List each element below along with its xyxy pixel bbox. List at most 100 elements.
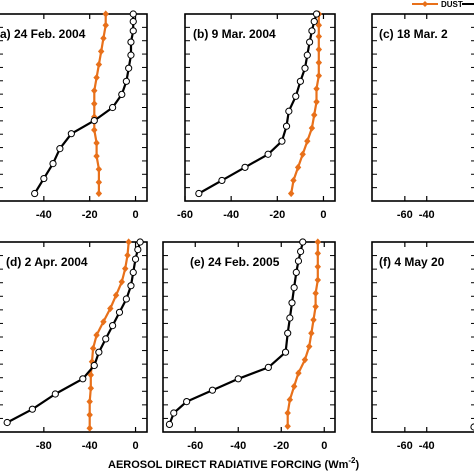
panel-e-total-point (165, 420, 174, 428)
panel-b-title: (b) 9 Mar. 2004 (193, 27, 276, 41)
panel-b-total-point (218, 176, 226, 185)
panel-d-total-point (79, 375, 87, 383)
panel-d-total-point (134, 246, 142, 254)
panel-e-dust-point (284, 409, 291, 417)
panel-a-total-point (125, 64, 133, 72)
legend: DUST (412, 0, 474, 9)
panel-e-xtick-label: -40 (230, 440, 246, 452)
panel-d-dust-point (125, 238, 132, 246)
panel-a-dust-point (93, 139, 100, 147)
panel-e-dust-point (314, 249, 321, 257)
panel-a-total-point (129, 17, 137, 26)
legend-dust-marker (422, 1, 428, 7)
panel-c-xtick-label: -40 (419, 209, 435, 221)
panel-b-xtick-label: -60 (177, 209, 193, 221)
panel-d-total-point (127, 282, 135, 290)
panel-e-total-point (292, 268, 300, 276)
panel-e-total-point (284, 329, 292, 337)
panel-b-total-point (310, 17, 318, 26)
panel-e-dust-point (286, 396, 294, 404)
panel-e-xtick-label: -20 (273, 440, 289, 452)
panel-d-total-point (109, 322, 117, 330)
panel-d-dust-point (86, 411, 93, 419)
panel-a-total-point (40, 174, 48, 183)
panel-b-total-point (292, 92, 300, 100)
panel-b-total-point (241, 163, 249, 171)
panel-a-dust-point (102, 21, 109, 29)
panel-b-total-point (264, 150, 272, 158)
panel-e-dust-point (314, 238, 321, 246)
panel-e-total-point (288, 299, 296, 307)
panel-b-dust-point (311, 111, 318, 119)
panel-a-total-point (118, 90, 126, 99)
panel-b-dust-point (315, 72, 323, 80)
panel-e-dust-point (314, 263, 321, 271)
panel-c-xtick-label: -60 (397, 209, 413, 221)
panel-a-total-point (127, 38, 135, 46)
panel-a-dust-point (91, 100, 98, 108)
panel-a-dust-point (102, 10, 109, 18)
panel-b-dust-point (294, 163, 302, 171)
panel-a-dust-point (95, 60, 103, 69)
panel-d-dust-point (87, 371, 95, 379)
panel-c-title: (c) 18 Mar. 2 (379, 27, 448, 41)
panel-a-dust-point (97, 47, 105, 55)
panel-b-dust-point (299, 150, 306, 158)
panel-d-dust-point (112, 291, 120, 299)
panel-f-title: (f) 4 May 20 (379, 255, 445, 269)
panel-e-total-point (294, 257, 303, 265)
panel-a-total-point (67, 130, 75, 138)
panel-e-total-point (234, 375, 242, 383)
panel-c: -60 -40 (c) 18 Mar. 2 (371, 13, 474, 221)
panel-e-title: (e) 24 Feb. 2005 (190, 255, 280, 269)
panel-d-total-point (115, 308, 124, 316)
panel-b-dust-point (313, 98, 320, 106)
panel-d-total-point (3, 418, 11, 427)
panel-a-xtick-label: -40 (36, 209, 52, 221)
panel-e-dust-point (295, 369, 302, 377)
panel-a: -40 -20 0 (a) 24 Feb. 2004 (0, 10, 148, 221)
panel-d-dust-point (118, 278, 125, 286)
panel-d-xtick-label: 0 (132, 440, 138, 452)
panel-e-total-point (281, 348, 290, 356)
panel-b-total-point (278, 137, 286, 145)
panel-f-xtick-label: -40 (419, 440, 435, 452)
panel-e-dust-point (308, 329, 315, 337)
panel-e-total-point (297, 247, 305, 256)
panel-e-total-point (208, 386, 217, 394)
panel-d-xtick-label: -40 (82, 440, 98, 452)
panel-e-total-point (290, 284, 298, 292)
panel-d-dust-point (89, 344, 97, 352)
panel-e-total-point (286, 314, 294, 322)
panel-b-total-point (306, 38, 314, 46)
panel-e-dust-point (290, 382, 298, 390)
panel-a-dust-point (95, 178, 103, 186)
panel-d-dust-point (122, 265, 129, 273)
legend-dust-label: DUST (441, 0, 463, 9)
panel-b-xtick-label: 0 (320, 209, 326, 221)
panel-b-total-point (312, 10, 321, 18)
panel-d-dust-point (86, 398, 93, 406)
panel-d-dust-point (107, 304, 114, 313)
panel-e-xtick-label: 0 (321, 440, 327, 452)
panel-b-total-point (282, 122, 291, 130)
panel-a-dust-point (91, 126, 98, 134)
panel-e-dust-point (312, 303, 319, 311)
panel-a-dust-point (93, 73, 100, 82)
panel-b-total-point (296, 77, 304, 85)
panel-d: -80 -40 0 (d) 2 Apr. 2004 (0, 238, 148, 452)
panel-b-total-point (303, 51, 311, 59)
panel-b-dust-point (304, 137, 311, 145)
panel-a-total-point (127, 51, 135, 59)
panel-d-total-point (122, 295, 130, 303)
panel-d-total-point (51, 390, 59, 398)
panel-d-total-point (102, 335, 110, 343)
panel-e-dust-point (310, 316, 317, 324)
panel-d-dust-point (100, 318, 107, 326)
panel-e-dust-point (301, 356, 309, 364)
panel-d-total-point (136, 238, 144, 246)
panel-a-total-point (129, 10, 137, 18)
panel-d-dust-point (124, 251, 131, 259)
